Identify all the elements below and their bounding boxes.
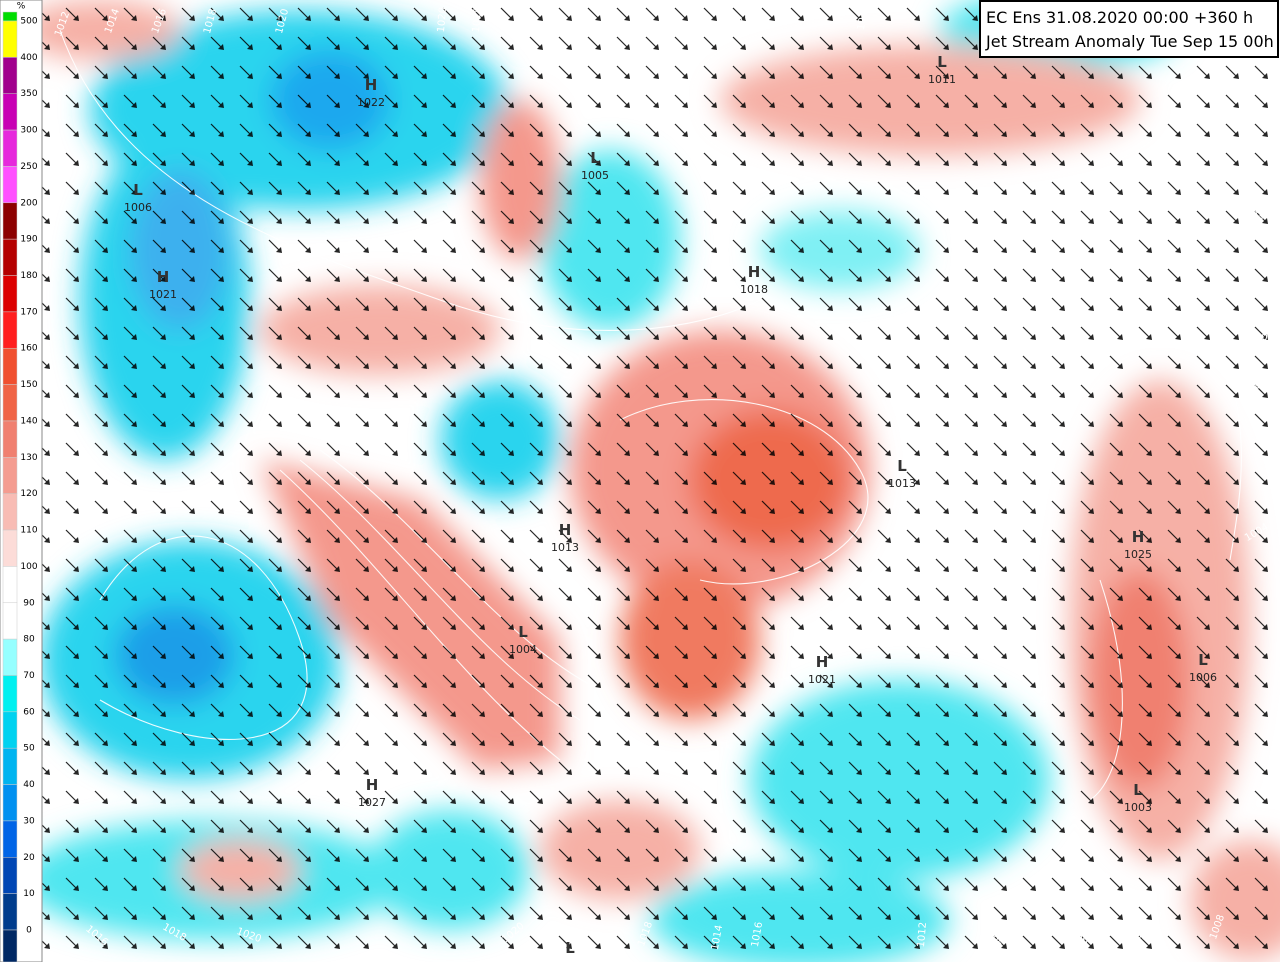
center-letter: H xyxy=(816,653,829,671)
legend-swatch xyxy=(2,129,18,167)
center-value: 1006 xyxy=(1189,671,1217,684)
center-letter: H xyxy=(366,776,379,794)
legend-swatch xyxy=(2,675,18,713)
wind-arrows xyxy=(42,0,1280,962)
legend-label: 350 xyxy=(20,89,37,99)
header-line: EC Ens 31.08.2020 00:00 +360 h xyxy=(986,8,1253,27)
header-line: Jet Stream Anomaly Tue Sep 15 00h xyxy=(985,32,1274,51)
isobar-label: 1014 xyxy=(710,924,725,951)
center-value: 1003 xyxy=(1124,801,1152,814)
legend-swatch xyxy=(2,529,18,567)
legend-label: 400 xyxy=(20,53,37,63)
center-value: 1021 xyxy=(149,288,177,301)
isobar-label: 1014 xyxy=(856,4,871,31)
legend-label: 190 xyxy=(20,235,37,245)
legend-swatch xyxy=(2,238,18,276)
header-box xyxy=(979,0,1279,58)
legend-label: 160 xyxy=(20,344,37,354)
center-value: 1011 xyxy=(928,73,956,86)
legend-swatch xyxy=(2,57,18,94)
color-legend: % 50040035030025020019018017016015014013… xyxy=(0,0,43,963)
center-value: 1022 xyxy=(357,96,385,109)
legend-label: 140 xyxy=(20,416,37,426)
legend-label: 20 xyxy=(23,853,35,863)
legend-unit: % xyxy=(17,2,26,12)
center-letter: H xyxy=(1132,528,1145,546)
legend-swatch xyxy=(2,929,18,963)
isobar-label: 1008 xyxy=(1122,928,1149,943)
legend-label: 40 xyxy=(23,780,35,790)
legend-label: 30 xyxy=(23,816,35,826)
center-value: 1018 xyxy=(740,283,768,296)
legend-swatch xyxy=(2,457,18,494)
legend-label: 60 xyxy=(23,707,35,717)
center-value: 1006 xyxy=(124,201,152,214)
center-value: 1025 xyxy=(1124,548,1152,561)
center-letter: L xyxy=(1198,651,1208,669)
legend-swatch xyxy=(2,747,18,785)
isobar-label: 1016 xyxy=(750,921,765,948)
legend-swatch xyxy=(2,820,18,858)
isobar-label: 1012 xyxy=(916,922,929,948)
center-letter: L xyxy=(590,149,600,167)
legend-swatch xyxy=(2,420,18,458)
center-letter: H xyxy=(559,521,572,539)
center-value: 1005 xyxy=(581,169,609,182)
legend-label: 100 xyxy=(20,562,37,572)
center-letter: L xyxy=(897,457,907,475)
legend-swatch xyxy=(2,711,18,749)
center-value: 1013 xyxy=(551,541,579,554)
legend-label: 500 xyxy=(20,17,37,27)
legend-label: 80 xyxy=(23,635,35,645)
center-letter: L xyxy=(1133,781,1143,799)
legend-swatch xyxy=(2,784,18,822)
center-letter: L xyxy=(565,939,575,957)
legend-label: 300 xyxy=(20,126,37,136)
header: EC Ens 31.08.2020 00:00 +360 h Jet Strea… xyxy=(979,0,1279,58)
legend-swatch xyxy=(2,638,18,676)
legend-label: 250 xyxy=(20,162,37,172)
legend-swatch xyxy=(2,566,18,604)
legend-swatch xyxy=(2,311,18,349)
center-letter: H xyxy=(365,76,378,94)
legend-label: 70 xyxy=(23,671,35,681)
pressure-centers: H 1022 L 1005 L 1006 H 1021 H 1018 L 1011 L 1013 H 1013… xyxy=(124,53,1217,957)
center-letter: L xyxy=(133,181,143,199)
center-letter: H xyxy=(748,263,761,281)
legend-label: 10 xyxy=(23,889,35,899)
legend-label: 130 xyxy=(20,453,37,463)
legend-swatch xyxy=(2,493,18,531)
legend-swatch xyxy=(2,384,18,422)
legend-label: 0 xyxy=(26,926,32,936)
legend-label: 200 xyxy=(20,198,37,208)
legend-label: 150 xyxy=(20,380,37,390)
legend-label: 90 xyxy=(23,598,35,608)
legend-swatch xyxy=(2,20,18,58)
legend-swatch xyxy=(2,347,18,385)
legend-swatch xyxy=(2,11,18,22)
center-value: 1021 xyxy=(808,673,836,686)
center-letter: L xyxy=(518,623,528,641)
center-value: 1027 xyxy=(358,796,386,809)
center-value: 1004 xyxy=(509,643,537,656)
isobar-label: 1018 xyxy=(471,7,484,33)
isobar-label: 1020 xyxy=(1242,332,1267,343)
legend-swatch xyxy=(2,202,18,240)
center-letter: H xyxy=(157,268,170,286)
legend-label: 50 xyxy=(23,744,35,754)
legend-label: 120 xyxy=(20,489,37,499)
legend-label: 180 xyxy=(20,271,37,281)
legend-label: 110 xyxy=(20,526,37,536)
legend-swatch xyxy=(2,602,18,640)
legend-label: 170 xyxy=(20,307,37,317)
legend-swatch xyxy=(2,893,18,931)
legend-swatch xyxy=(2,93,18,131)
legend-swatch xyxy=(2,275,18,313)
center-letter: L xyxy=(937,53,947,71)
center-value: 1013 xyxy=(888,477,916,490)
isobar-label: 1020 xyxy=(436,7,449,33)
legend-swatch xyxy=(2,857,18,894)
legend-swatch xyxy=(2,166,18,204)
